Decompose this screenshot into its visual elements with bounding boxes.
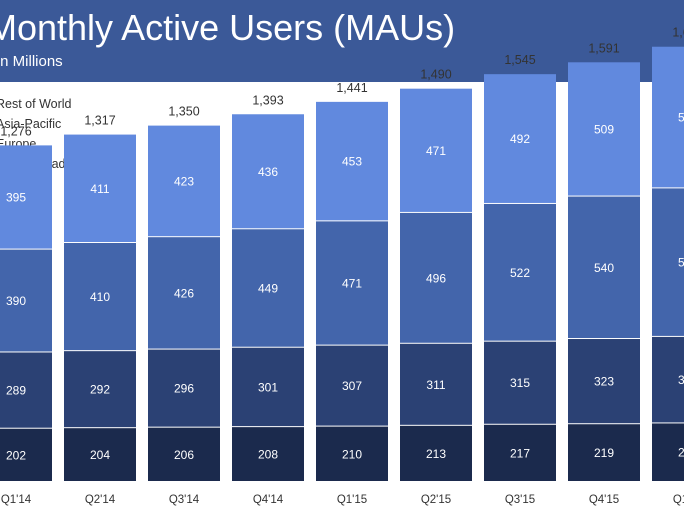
data-label-asia-pacific-q2-14: 410 bbox=[90, 290, 110, 304]
data-label-europe-q4-15: 323 bbox=[594, 375, 614, 389]
data-label-asia-pacific-q1-16: 563 bbox=[678, 256, 684, 270]
total-label-q4-14: 1,393 bbox=[252, 93, 283, 107]
data-label-asia-pacific-q1-14: 390 bbox=[6, 294, 26, 308]
total-label-q3-14: 1,350 bbox=[168, 105, 199, 119]
bar-segment-rest-of-world-q4-15 bbox=[568, 62, 640, 196]
bar-segment-asia-pacific-q4-15 bbox=[568, 196, 640, 339]
data-label-asia-pacific-q1-15: 471 bbox=[342, 276, 362, 290]
data-label-europe-q4-14: 301 bbox=[258, 380, 278, 394]
data-label-rest-of-world-q2-14: 411 bbox=[90, 182, 109, 196]
data-label-europe-q3-14: 296 bbox=[174, 382, 194, 396]
bar-segment-asia-pacific-q2-14 bbox=[64, 242, 136, 351]
data-label-us-canada-q1-14: 202 bbox=[6, 448, 26, 462]
bar-segment-europe-q4-15 bbox=[568, 339, 640, 424]
data-label-asia-pacific-q3-15: 522 bbox=[510, 266, 530, 280]
bar-segment-us-canada-q3-15 bbox=[484, 424, 556, 481]
data-label-europe-q2-15: 311 bbox=[426, 378, 445, 392]
chart-title: Monthly Active Users (MAUs) bbox=[0, 7, 456, 48]
bar-segment-europe-q2-15 bbox=[400, 343, 472, 425]
data-label-asia-pacific-q3-14: 426 bbox=[174, 286, 194, 300]
bar-segment-asia-pacific-q2-15 bbox=[400, 212, 472, 343]
data-label-europe-q2-14: 292 bbox=[90, 383, 110, 397]
bar-segment-rest-of-world-q2-14 bbox=[64, 134, 136, 242]
data-label-us-canada-q4-15: 219 bbox=[594, 446, 614, 460]
data-label-us-canada-q3-14: 206 bbox=[174, 448, 194, 462]
x-tick-label-q1-14: Q1'14 bbox=[1, 494, 32, 506]
total-label-q1-15: 1,441 bbox=[336, 81, 367, 95]
bar-segment-asia-pacific-q1-15 bbox=[316, 221, 388, 345]
legend-item-rest-of-world: Rest of World bbox=[0, 97, 72, 111]
data-label-europe-q3-15: 315 bbox=[510, 376, 530, 390]
bar-segment-us-canada-q3-14 bbox=[148, 427, 220, 481]
data-label-asia-pacific-q2-15: 496 bbox=[426, 271, 446, 285]
total-label-q2-14: 1,317 bbox=[84, 114, 115, 128]
bar-segment-rest-of-world-q3-14 bbox=[148, 125, 220, 237]
bar-segment-us-canada-q1-14 bbox=[0, 428, 52, 481]
data-label-europe-q1-14: 289 bbox=[6, 384, 26, 398]
bar-segment-asia-pacific-q3-15 bbox=[484, 203, 556, 341]
total-label-q2-15: 1,490 bbox=[420, 68, 451, 82]
legend-item-asia-pacific: Asia-Pacific bbox=[0, 117, 62, 131]
data-label-us-canada-q1-16: 222 bbox=[678, 446, 684, 460]
x-tick-label-q4-14: Q4'14 bbox=[253, 494, 284, 506]
bar-segment-us-canada-q2-15 bbox=[400, 425, 472, 481]
bar-segment-rest-of-world-q1-16 bbox=[652, 46, 684, 188]
bar-segment-europe-q1-16 bbox=[652, 336, 684, 423]
data-label-rest-of-world-q4-15: 509 bbox=[594, 122, 614, 136]
data-label-us-canada-q2-14: 204 bbox=[90, 448, 110, 462]
bar-segment-rest-of-world-q1-14 bbox=[0, 145, 52, 249]
chart-subtitle: In Millions bbox=[0, 53, 63, 70]
total-label-q1-16: 1,650 bbox=[672, 26, 684, 40]
bar-segment-europe-q3-15 bbox=[484, 341, 556, 424]
bar-segment-asia-pacific-q3-14 bbox=[148, 237, 220, 349]
title-banner: Monthly Active Users (MAUs) In Millions bbox=[0, 0, 684, 82]
data-label-asia-pacific-q4-15: 540 bbox=[594, 261, 614, 275]
bar-segment-asia-pacific-q1-16 bbox=[652, 188, 684, 336]
data-label-asia-pacific-q4-14: 449 bbox=[258, 282, 278, 296]
bar-segment-europe-q1-15 bbox=[316, 345, 388, 426]
data-label-rest-of-world-q4-14: 436 bbox=[258, 165, 278, 179]
bar-segment-asia-pacific-q1-14 bbox=[0, 249, 52, 352]
bar-segment-rest-of-world-q2-15 bbox=[400, 88, 472, 212]
bar-segment-us-canada-q1-16 bbox=[652, 423, 684, 481]
x-tick-label-q3-15: Q3'15 bbox=[505, 494, 535, 506]
data-label-rest-of-world-q1-14: 395 bbox=[6, 190, 26, 204]
bar-segment-rest-of-world-q1-15 bbox=[316, 101, 388, 221]
x-tick-label-q2-14: Q2'14 bbox=[85, 494, 116, 506]
bar-segment-europe-q2-14 bbox=[64, 351, 136, 428]
data-label-europe-q1-15: 307 bbox=[342, 379, 362, 393]
data-label-rest-of-world-q1-15: 453 bbox=[342, 155, 362, 169]
total-label-q1-14: 1,276 bbox=[0, 124, 31, 138]
x-tick-label-q3-14: Q3'14 bbox=[169, 494, 200, 506]
bar-segment-us-canada-q4-15 bbox=[568, 424, 640, 481]
x-tick-label-q4-15: Q4'15 bbox=[589, 494, 619, 506]
total-label-q3-15: 1,545 bbox=[504, 53, 535, 67]
data-label-europe-q1-16: 328 bbox=[678, 373, 684, 387]
x-tick-label-q1-15: Q1'15 bbox=[337, 494, 367, 506]
bar-segment-europe-q4-14 bbox=[232, 347, 304, 427]
bar-segment-us-canada-q1-15 bbox=[316, 426, 388, 481]
x-tick-label-q1-16: Q1'16 bbox=[673, 494, 684, 506]
bar-segment-europe-q1-14 bbox=[0, 352, 52, 428]
x-tick-label-q2-15: Q2'15 bbox=[421, 494, 451, 506]
data-label-us-canada-q2-15: 213 bbox=[426, 447, 446, 461]
data-label-us-canada-q1-15: 210 bbox=[342, 447, 362, 461]
bar-segment-asia-pacific-q4-14 bbox=[232, 229, 304, 347]
data-label-rest-of-world-q2-15: 471 bbox=[426, 144, 446, 158]
bar-segment-rest-of-world-q3-15 bbox=[484, 74, 556, 203]
data-label-us-canada-q3-15: 217 bbox=[510, 446, 530, 460]
total-label-q4-15: 1,591 bbox=[588, 41, 619, 55]
bar-segment-us-canada-q2-14 bbox=[64, 428, 136, 481]
data-label-rest-of-world-q1-16: 537 bbox=[678, 111, 684, 125]
bar-segment-europe-q3-14 bbox=[148, 349, 220, 427]
bar-segment-rest-of-world-q4-14 bbox=[232, 114, 304, 229]
data-label-rest-of-world-q3-14: 423 bbox=[174, 174, 194, 188]
data-label-us-canada-q4-14: 208 bbox=[258, 448, 278, 462]
data-label-rest-of-world-q3-15: 492 bbox=[510, 132, 530, 146]
bar-segment-us-canada-q4-14 bbox=[232, 427, 304, 481]
